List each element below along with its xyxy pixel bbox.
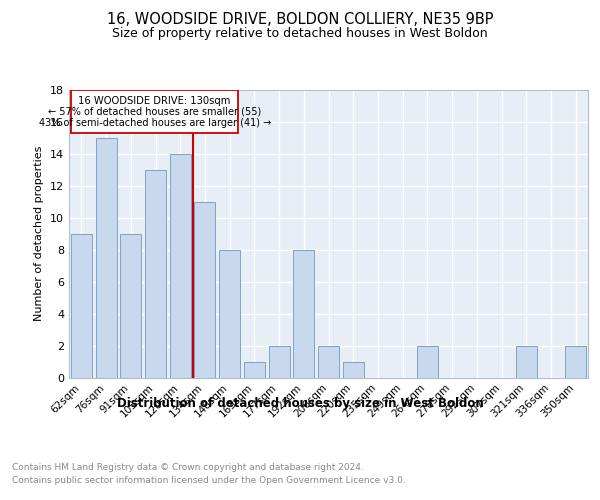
- Bar: [318, 346, 339, 378]
- Bar: [120, 234, 141, 378]
- Bar: [244, 362, 265, 378]
- Y-axis label: Number of detached properties: Number of detached properties: [34, 146, 44, 322]
- Bar: [293, 250, 314, 378]
- FancyBboxPatch shape: [71, 90, 238, 133]
- Text: 43% of semi-detached houses are larger (41) →: 43% of semi-detached houses are larger (…: [38, 118, 271, 128]
- Bar: [269, 346, 290, 378]
- Bar: [170, 154, 191, 378]
- Bar: [71, 234, 92, 378]
- Bar: [417, 346, 438, 378]
- Text: 16, WOODSIDE DRIVE, BOLDON COLLIERY, NE35 9BP: 16, WOODSIDE DRIVE, BOLDON COLLIERY, NE3…: [107, 12, 493, 28]
- Bar: [343, 362, 364, 378]
- Bar: [565, 346, 586, 378]
- Text: ← 57% of detached houses are smaller (55): ← 57% of detached houses are smaller (55…: [48, 107, 261, 117]
- Text: Size of property relative to detached houses in West Boldon: Size of property relative to detached ho…: [112, 28, 488, 40]
- Bar: [194, 202, 215, 378]
- Bar: [95, 138, 116, 378]
- Text: Contains public sector information licensed under the Open Government Licence v3: Contains public sector information licen…: [12, 476, 406, 485]
- Text: Contains HM Land Registry data © Crown copyright and database right 2024.: Contains HM Land Registry data © Crown c…: [12, 462, 364, 471]
- Bar: [516, 346, 537, 378]
- Bar: [145, 170, 166, 378]
- Bar: [219, 250, 240, 378]
- Text: Distribution of detached houses by size in West Boldon: Distribution of detached houses by size …: [116, 398, 484, 410]
- Text: 16 WOODSIDE DRIVE: 130sqm: 16 WOODSIDE DRIVE: 130sqm: [79, 96, 231, 106]
